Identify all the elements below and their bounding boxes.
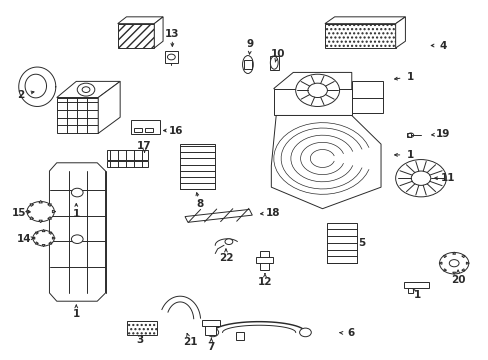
Circle shape xyxy=(439,252,468,274)
Bar xyxy=(118,24,154,48)
Circle shape xyxy=(395,159,446,197)
Polygon shape xyxy=(49,163,105,301)
Polygon shape xyxy=(395,17,405,48)
Text: 22: 22 xyxy=(218,253,233,263)
Bar xyxy=(351,81,383,113)
Circle shape xyxy=(77,83,95,96)
Polygon shape xyxy=(25,210,29,213)
Polygon shape xyxy=(52,237,55,239)
Circle shape xyxy=(295,74,339,107)
Polygon shape xyxy=(438,262,441,264)
Bar xyxy=(406,133,410,137)
Polygon shape xyxy=(273,72,351,101)
Text: 14: 14 xyxy=(17,234,31,244)
Bar xyxy=(407,288,412,293)
Polygon shape xyxy=(42,244,45,247)
Text: 1: 1 xyxy=(413,291,420,301)
Circle shape xyxy=(71,235,83,243)
Bar xyxy=(180,144,215,189)
Polygon shape xyxy=(57,81,120,98)
Text: 3: 3 xyxy=(136,334,143,345)
Bar xyxy=(127,320,157,335)
Polygon shape xyxy=(42,229,45,231)
Polygon shape xyxy=(118,17,163,24)
Text: 6: 6 xyxy=(346,328,354,338)
Bar xyxy=(164,50,178,63)
Text: 4: 4 xyxy=(439,41,446,50)
Text: 12: 12 xyxy=(257,277,272,287)
Text: 1: 1 xyxy=(406,72,413,82)
Polygon shape xyxy=(452,272,455,274)
Ellipse shape xyxy=(242,55,253,73)
Polygon shape xyxy=(452,252,455,254)
Polygon shape xyxy=(49,242,52,244)
Circle shape xyxy=(71,188,83,197)
Text: 21: 21 xyxy=(182,337,197,347)
Polygon shape xyxy=(443,255,446,258)
Text: 7: 7 xyxy=(207,342,215,352)
Text: 11: 11 xyxy=(440,173,455,183)
Polygon shape xyxy=(184,210,252,222)
Text: 18: 18 xyxy=(265,208,280,218)
Text: 1: 1 xyxy=(73,209,80,219)
Text: 9: 9 xyxy=(246,40,253,49)
Polygon shape xyxy=(39,201,42,203)
Polygon shape xyxy=(32,237,35,239)
Bar xyxy=(57,98,98,134)
Bar xyxy=(131,121,159,134)
Polygon shape xyxy=(52,210,56,213)
Bar xyxy=(235,332,244,339)
Circle shape xyxy=(33,230,54,246)
Bar xyxy=(325,24,395,48)
Text: 8: 8 xyxy=(196,199,203,210)
Bar xyxy=(327,223,356,263)
Text: 2: 2 xyxy=(18,90,25,100)
Polygon shape xyxy=(461,255,464,258)
Polygon shape xyxy=(30,204,34,206)
Bar xyxy=(107,161,148,167)
Bar xyxy=(404,282,428,288)
Text: 1: 1 xyxy=(73,310,80,319)
Bar xyxy=(260,251,268,270)
Text: 13: 13 xyxy=(165,29,179,39)
Bar xyxy=(205,320,216,335)
Text: 19: 19 xyxy=(435,129,450,139)
Bar xyxy=(273,89,351,116)
Polygon shape xyxy=(271,116,380,209)
Circle shape xyxy=(27,202,54,222)
Polygon shape xyxy=(39,220,42,223)
Bar xyxy=(269,56,278,69)
Polygon shape xyxy=(35,242,39,244)
Bar xyxy=(107,150,148,160)
Polygon shape xyxy=(48,204,51,206)
Polygon shape xyxy=(154,17,163,48)
Text: 17: 17 xyxy=(137,141,152,151)
Text: 16: 16 xyxy=(169,126,183,135)
Bar xyxy=(243,60,252,69)
Text: 20: 20 xyxy=(450,275,465,285)
Polygon shape xyxy=(48,217,51,219)
Polygon shape xyxy=(461,269,464,271)
Polygon shape xyxy=(325,17,405,24)
Polygon shape xyxy=(49,232,52,234)
Polygon shape xyxy=(443,269,446,271)
Text: 5: 5 xyxy=(357,238,365,248)
Polygon shape xyxy=(30,217,34,219)
Bar xyxy=(145,128,153,132)
Circle shape xyxy=(224,239,232,244)
Polygon shape xyxy=(98,81,120,134)
Bar xyxy=(256,257,273,263)
Polygon shape xyxy=(35,232,39,234)
Text: 10: 10 xyxy=(270,49,285,59)
Text: 1: 1 xyxy=(406,150,413,160)
Circle shape xyxy=(206,328,218,337)
Bar xyxy=(134,128,142,132)
Text: 15: 15 xyxy=(12,208,26,218)
Circle shape xyxy=(299,328,311,337)
Bar xyxy=(201,320,220,326)
Ellipse shape xyxy=(270,56,278,69)
Polygon shape xyxy=(466,262,468,264)
